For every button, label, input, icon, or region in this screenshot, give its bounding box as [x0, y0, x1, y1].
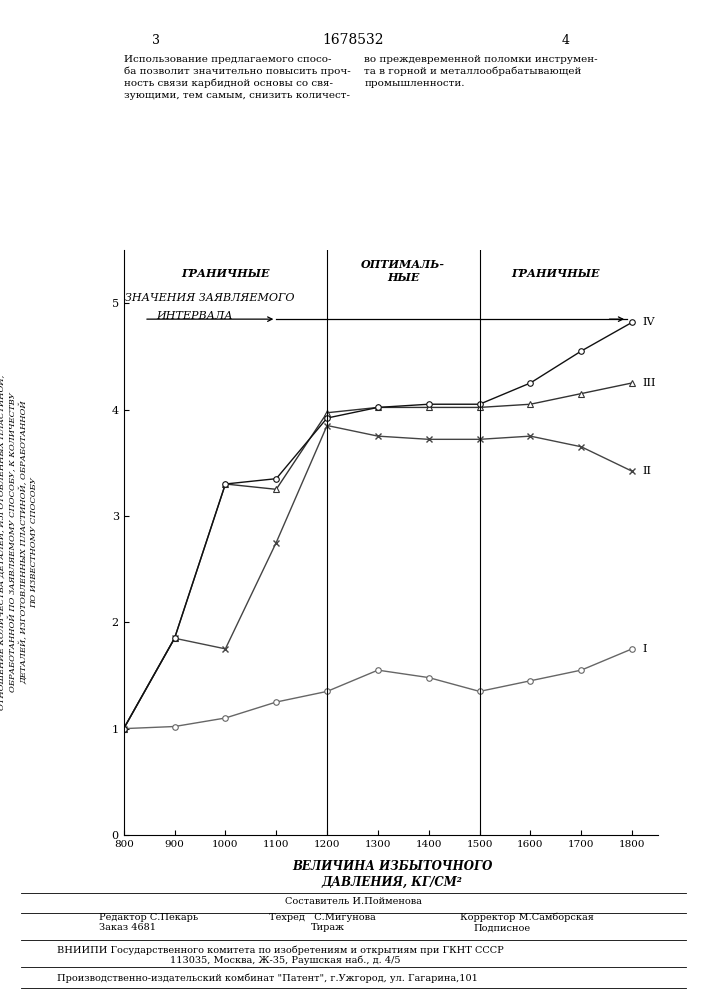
Text: ГРАНИЧНЫЕ: ГРАНИЧНЫЕ: [181, 268, 269, 279]
Text: Корректор М.Самборская: Корректор М.Самборская: [460, 912, 593, 922]
Text: Использование предлагаемого спосо-
ба позволит значительно повысить проч-
ность : Использование предлагаемого спосо- ба по…: [124, 55, 351, 100]
Text: ГРАНИЧНЫЕ: ГРАНИЧНЫЕ: [512, 268, 600, 279]
Text: Тираж: Тираж: [311, 924, 345, 932]
Text: IV: IV: [642, 317, 655, 327]
Text: 113035, Москва, Ж-35, Раушская наб., д. 4/5: 113035, Москва, Ж-35, Раушская наб., д. …: [170, 955, 400, 965]
Text: во преждевременной поломки инструмен-
та в горной и металлообрабатывающей
промыш: во преждевременной поломки инструмен- та…: [364, 55, 597, 88]
Text: II: II: [642, 466, 651, 476]
Text: 1678532: 1678532: [323, 33, 384, 47]
Text: Составитель И.Пойменова: Составитель И.Пойменова: [285, 896, 422, 906]
Text: III: III: [642, 378, 656, 388]
Text: Производственно-издательский комбинат "Патент", г.Ужгород, ул. Гагарина,101: Производственно-издательский комбинат "П…: [57, 973, 477, 983]
Text: 4: 4: [561, 33, 570, 46]
Text: ДАВЛЕНИЯ, КГ/СМ²: ДАВЛЕНИЯ, КГ/СМ²: [322, 876, 463, 888]
Text: ВЕЛИЧИНА ИЗБЫТОЧНОГО: ВЕЛИЧИНА ИЗБЫТОЧНОГО: [292, 859, 493, 872]
Text: ОТНОШЕНИЕ КОЛИЧЕСТВА ДЕТАЛЕЙ, ИЗГОТОВЛЕННЫХ ПЛАСТИНОЙ,
ОБРАБОТАННОЙ ПО ЗАЯВЛЯЕМО: ОТНОШЕНИЕ КОЛИЧЕСТВА ДЕТАЛЕЙ, ИЗГОТОВЛЕН…: [0, 375, 38, 710]
Text: ОПТИМАЛЬ-
НЫЕ: ОПТИМАЛЬ- НЫЕ: [361, 259, 445, 283]
Text: Заказ 4681: Заказ 4681: [99, 924, 156, 932]
Text: 3: 3: [151, 33, 160, 46]
Text: ВНИИПИ Государственного комитета по изобретениям и открытиям при ГКНТ СССР: ВНИИПИ Государственного комитета по изоб…: [57, 945, 503, 955]
Text: Подписное: Подписное: [474, 924, 531, 932]
Text: I: I: [642, 644, 647, 654]
Text: Техред   С.Мигунова: Техред С.Мигунова: [269, 912, 375, 922]
Text: ИНТЕРВАЛА: ИНТЕРВАЛА: [156, 311, 233, 321]
Text: Редактор С.Пекарь: Редактор С.Пекарь: [99, 912, 198, 922]
Text: ЗНАЧЕНИЯ ЗАЯВЛЯЕМОГО: ЗНАЧЕНИЯ ЗАЯВЛЯЕМОГО: [125, 293, 295, 303]
